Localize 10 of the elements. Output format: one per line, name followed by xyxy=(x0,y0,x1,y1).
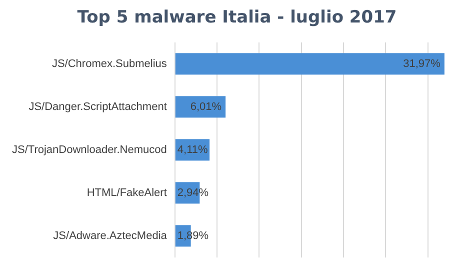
data-label: 31,97% xyxy=(403,58,441,70)
data-label: 6,01% xyxy=(190,100,222,113)
y-tick-label: JS/Danger.ScriptAttachment xyxy=(28,100,167,113)
y-tick-label: JS/Adware.AztecMedia xyxy=(53,230,168,242)
data-label: 4,11% xyxy=(177,144,208,156)
bar xyxy=(175,53,444,75)
y-tick-label: HTML/FakeAlert xyxy=(86,186,167,199)
chart-title: Top 5 malware Italia - luglio 2017 xyxy=(77,8,397,28)
y-tick-label: JS/Chromex.Submelius xyxy=(52,58,168,70)
y-tick-label: JS/TrojanDownloader.Nemucod xyxy=(12,144,167,156)
